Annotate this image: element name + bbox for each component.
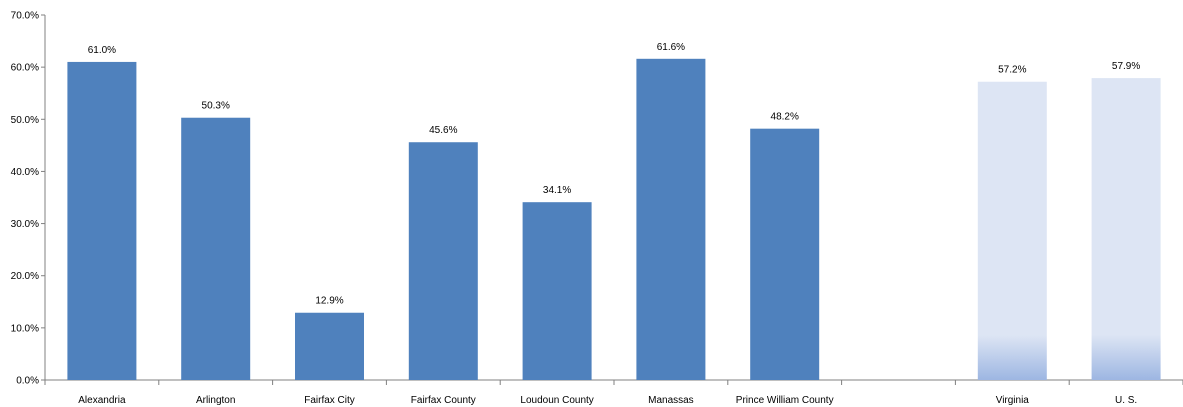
category-label: Manassas	[648, 395, 694, 406]
data-label: 61.6%	[657, 42, 685, 53]
bar	[408, 142, 478, 380]
data-label: 50.3%	[202, 101, 230, 112]
category-label: Alexandria	[78, 395, 126, 406]
data-label: 57.2%	[998, 65, 1026, 76]
y-tick-label: 0.0%	[16, 376, 39, 387]
category-label: Virginia	[996, 395, 1030, 406]
category-labels: Alexandria Arlington Fairfax City Fairfax C…	[78, 395, 1137, 406]
bar	[636, 58, 706, 381]
category-label: Fairfax County	[411, 395, 476, 406]
data-label: 48.2%	[771, 112, 799, 123]
bars	[67, 58, 1161, 381]
data-labels: 61.0% 50.3% 12.9% 45.6% 34.1% 61.6% 48.2% 57.2%…	[88, 42, 1141, 307]
category-label: Arlington	[196, 395, 235, 406]
y-axis: 0.0% 10.0% 20.0% 30.0% 40.0% 50.0% 60.0% 70.0%	[11, 11, 46, 387]
data-label: 57.9%	[1112, 61, 1140, 72]
y-tick-label: 10.0%	[11, 323, 39, 334]
data-label: 61.0%	[88, 45, 116, 56]
data-label: 34.1%	[543, 185, 571, 196]
category-label: U. S.	[1115, 395, 1137, 406]
bar	[1091, 78, 1161, 380]
bar	[977, 81, 1047, 380]
y-tick-label: 20.0%	[11, 271, 39, 282]
bar	[181, 117, 251, 380]
category-label: Loudoun County	[520, 395, 593, 406]
bar	[522, 202, 592, 380]
bar	[750, 128, 820, 380]
y-tick-label: 40.0%	[11, 167, 39, 178]
y-tick-label: 70.0%	[11, 11, 39, 22]
y-tick-label: 60.0%	[11, 63, 39, 74]
data-label: 12.9%	[315, 296, 343, 307]
bar	[295, 312, 364, 380]
bar	[67, 61, 137, 381]
x-axis	[44, 379, 1183, 385]
category-label: Prince William County	[736, 395, 834, 406]
category-label: Fairfax City	[304, 395, 355, 406]
y-tick-label: 30.0%	[11, 219, 39, 230]
data-label: 45.6%	[429, 125, 457, 136]
y-tick-label: 50.0%	[11, 115, 39, 126]
